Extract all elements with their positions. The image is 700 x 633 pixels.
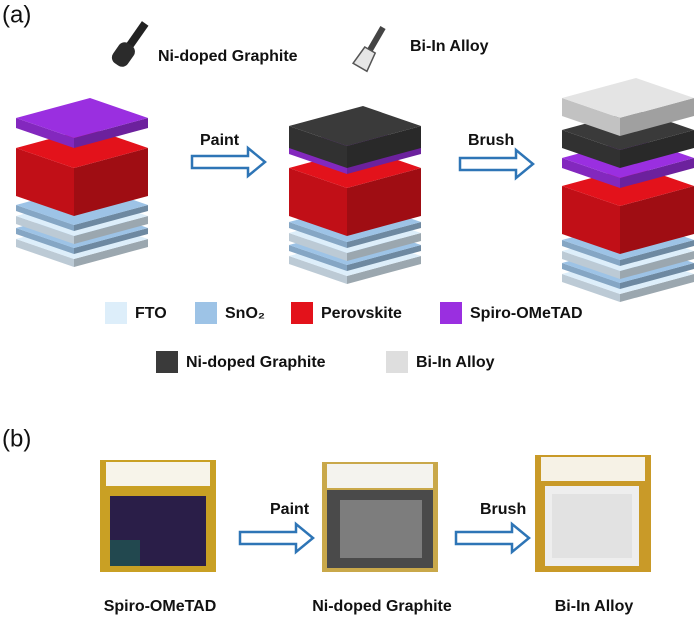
photo-caption: Spiro-OMeTAD [104, 598, 217, 615]
layer-stacks [16, 78, 694, 302]
legend-label: Ni-doped Graphite [186, 354, 326, 371]
layer-face [74, 239, 148, 267]
layer-face [347, 245, 421, 271]
layer-face [289, 222, 347, 248]
legend-swatch [291, 302, 313, 324]
layer-face [347, 126, 421, 168]
arrow [238, 521, 315, 555]
photo-spiro [100, 460, 216, 572]
legend-swatch [440, 302, 462, 324]
layer-face [16, 239, 74, 267]
layer-face [347, 168, 421, 236]
panel-label: (a) [2, 1, 31, 28]
legend-label: Spiro-OMeTAD [470, 305, 583, 322]
layer-face [16, 128, 148, 168]
layer-face [16, 98, 148, 138]
layer-face [74, 118, 148, 148]
layer-face [620, 186, 694, 254]
arrow [190, 145, 267, 179]
photo-caption: Ni-doped Graphite [312, 598, 452, 615]
layer-face [289, 233, 347, 261]
legend-swatch [105, 302, 127, 324]
step-label: Brush [468, 132, 514, 149]
layer-face [620, 158, 694, 188]
layer-face [16, 118, 74, 148]
layer-face [620, 251, 694, 279]
layer-face [347, 233, 421, 261]
layer-face [620, 274, 694, 302]
tool-label: Bi-In Alloy [410, 38, 489, 55]
step-label: Paint [200, 132, 240, 149]
layer-face [620, 240, 694, 266]
layer-face [289, 256, 347, 284]
layer-face [16, 148, 74, 216]
legend-swatch [195, 302, 217, 324]
arrow [454, 521, 531, 555]
legend-label: Bi-In Alloy [416, 354, 495, 371]
step-label: Brush [480, 501, 526, 518]
photo-graphite [322, 462, 438, 572]
layer-face [16, 228, 74, 254]
layer-face [289, 245, 347, 271]
layer-face [289, 106, 421, 146]
layer-face [562, 130, 620, 168]
layer-face [74, 228, 148, 254]
layer-face [289, 126, 347, 168]
layer-face [562, 78, 694, 118]
layer-face [562, 186, 620, 254]
panel-label: (b) [2, 425, 31, 452]
layer-face [562, 98, 620, 136]
photo-caption: Bi-In Alloy [555, 598, 634, 615]
layer-face [562, 274, 620, 302]
paint-brush-icon [111, 21, 149, 67]
legend: FTO SnO₂ Perovskite Spiro-OMeTAD Ni-dope… [105, 302, 583, 373]
layer-face [620, 263, 694, 289]
layer-face [620, 98, 694, 136]
layer-face [562, 158, 620, 188]
legend-label: Perovskite [321, 305, 402, 322]
layer-face [74, 216, 148, 244]
legend-label: SnO₂ [225, 305, 265, 322]
layer-face [620, 130, 694, 168]
layer-face [16, 216, 74, 244]
layer-face [16, 205, 74, 231]
layer-face [562, 240, 620, 266]
layer-face [74, 148, 148, 216]
layer-face [347, 256, 421, 284]
legend-label: FTO [135, 305, 167, 322]
legend-swatch [386, 351, 408, 373]
layer-face [74, 205, 148, 231]
legend-swatch [156, 351, 178, 373]
layer-face [562, 251, 620, 279]
layer-face [289, 168, 347, 236]
arrow [458, 147, 535, 181]
tool-label: Ni-doped Graphite [158, 48, 298, 65]
layer-face [562, 263, 620, 289]
brush-icon [351, 25, 386, 73]
photo-bi-in [535, 455, 651, 572]
step-label: Paint [270, 501, 310, 518]
layer-face [347, 222, 421, 248]
